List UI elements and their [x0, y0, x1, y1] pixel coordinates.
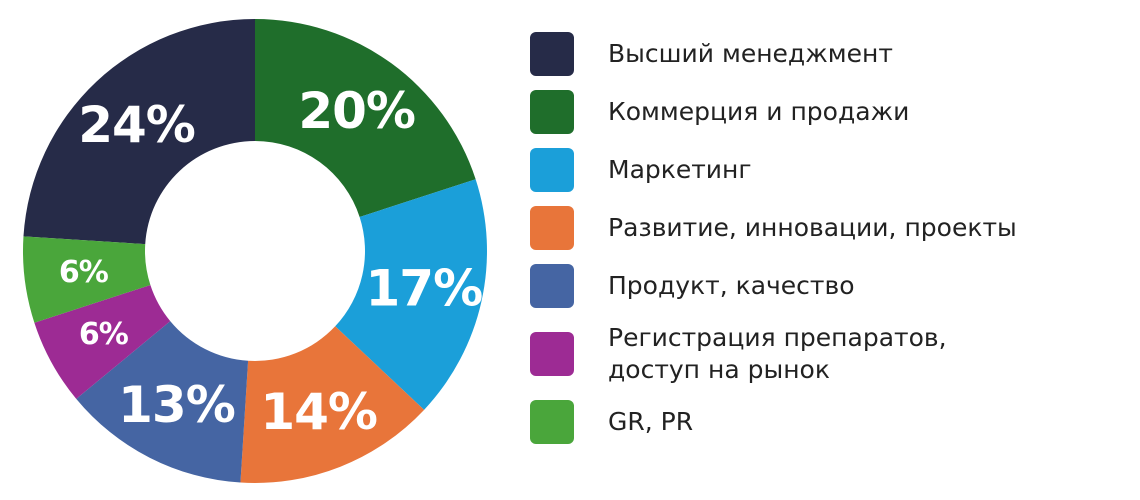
slice [76, 321, 249, 483]
legend-item: Продукт, качество [530, 264, 1028, 308]
slice [34, 284, 171, 399]
data-label: 6% [79, 317, 129, 352]
data-label: 24% [78, 96, 195, 154]
legend-swatch [530, 206, 574, 250]
legend-label: Коммерция и продажи [608, 97, 910, 126]
legend: Высший менеджмент Коммерция и продажи Марк… [530, 32, 1028, 444]
legend-swatch [530, 148, 574, 192]
legend-item: Коммерция и продажи [530, 90, 1028, 134]
legend-swatch [530, 32, 574, 76]
legend-item: Развитие, инновации, проекты [530, 206, 1028, 250]
data-label: 6% [59, 255, 109, 290]
legend-item: Маркетинг [530, 148, 1028, 192]
legend-label: Продукт, качество [608, 271, 855, 300]
slice [255, 19, 476, 218]
legend-item: Высший менеджмент [530, 32, 1028, 76]
legend-swatch [530, 264, 574, 308]
legend-swatch [530, 90, 574, 134]
legend-label: Маркетинг [608, 155, 752, 184]
legend-label: Развитие, инновации, проекты [608, 213, 1017, 242]
legend-swatch [530, 332, 574, 376]
data-label: 13% [118, 376, 235, 434]
slice [22, 236, 151, 323]
legend-swatch [530, 400, 574, 444]
chart: 24% 20% 17% 14% 13% 6% 6% [22, 19, 487, 483]
data-label: 14% [260, 383, 377, 441]
legend-item: Регистрация препаратов, доступ на рынок [530, 322, 1028, 386]
legend-label: Регистрация препаратов, доступ на рынок [608, 323, 947, 384]
data-label: 20% [298, 82, 415, 140]
legend-label: Высший менеджмент [608, 39, 893, 68]
slice [335, 179, 487, 410]
slice [23, 19, 256, 245]
slice [240, 326, 425, 483]
legend-label: GR, PR [608, 407, 694, 436]
data-label: 17% [365, 260, 482, 318]
legend-item: GR, PR [530, 400, 1028, 444]
